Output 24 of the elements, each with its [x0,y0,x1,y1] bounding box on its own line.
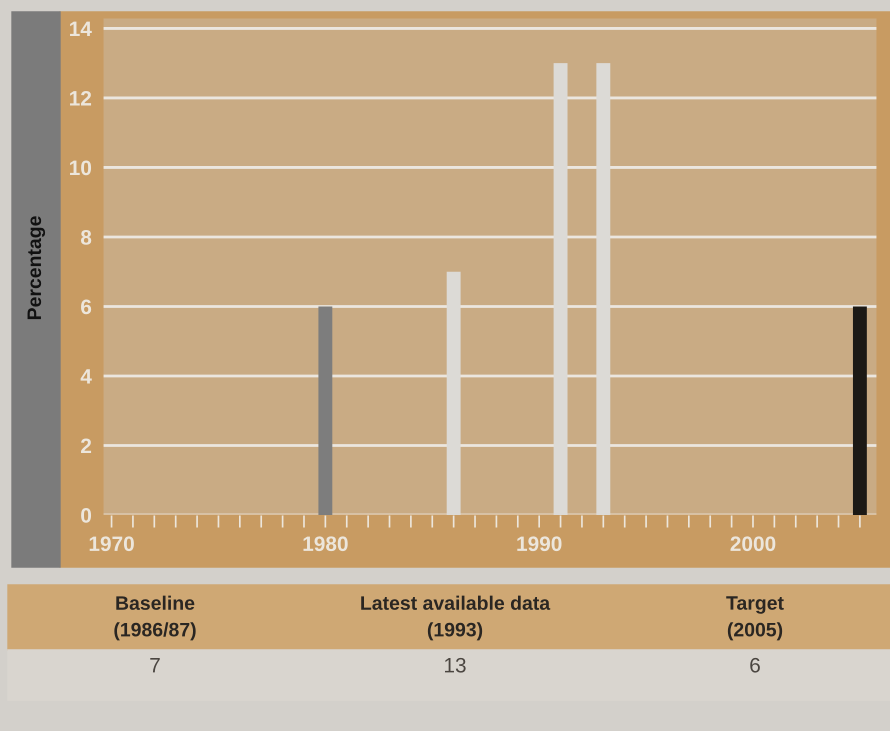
y-tick-label: 14 [70,22,92,36]
text: 13 [445,658,466,673]
y-tick-label: 10 [70,160,92,176]
y-axis-title: Percentage [28,216,46,320]
x-tick-label: 2000 [730,536,776,552]
bar [596,63,610,515]
text: Latest available data (1993) [361,596,550,640]
x-tick-label: 1990 [517,536,562,552]
text: Baseline (1986/87) [114,596,196,640]
y-tick-label: 12 [70,90,92,106]
y-tick-label: 2 [81,438,92,454]
bar [318,306,332,515]
y-tick-label: 4 [80,369,92,384]
text: 7 [150,658,160,672]
text: Target (2005) [726,596,784,640]
text: 6 [750,658,760,673]
y-tick-label: 8 [80,230,92,245]
bar [446,272,461,515]
y-tick-label: 0 [81,508,92,523]
bar [554,63,568,515]
bar [852,306,867,515]
x-tick-label: 1980 [304,536,348,552]
x-tick-label: 1970 [90,536,134,552]
y-tick-label: 6 [81,299,92,314]
